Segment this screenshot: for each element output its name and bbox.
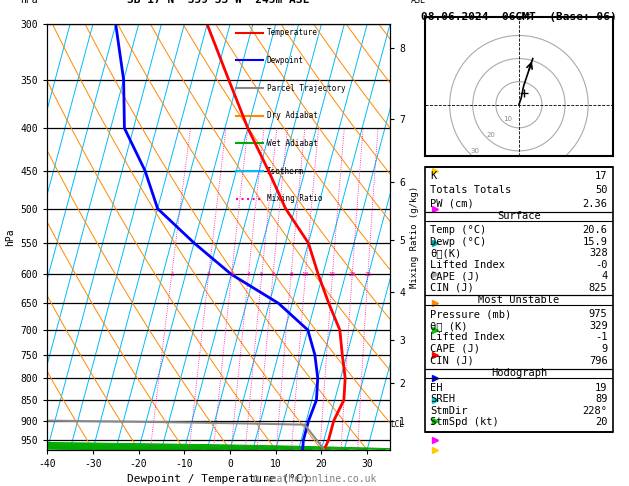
- Text: 15.9: 15.9: [582, 237, 608, 247]
- Text: Dry Adiabat: Dry Adiabat: [267, 111, 318, 120]
- Text: 975: 975: [589, 309, 608, 319]
- Text: Hodograph: Hodograph: [491, 368, 547, 379]
- Text: 4: 4: [247, 272, 250, 277]
- Text: Mixing Ratio: Mixing Ratio: [267, 194, 322, 203]
- Text: 15: 15: [329, 272, 337, 277]
- Text: CIN (J): CIN (J): [430, 356, 474, 365]
- Text: 796: 796: [589, 356, 608, 365]
- Text: -0: -0: [595, 260, 608, 270]
- Text: Totals Totals: Totals Totals: [430, 185, 511, 195]
- Text: CAPE (J): CAPE (J): [430, 344, 480, 354]
- Text: CAPE (J): CAPE (J): [430, 271, 480, 281]
- Text: 2.36: 2.36: [582, 198, 608, 208]
- Text: 20: 20: [348, 272, 356, 277]
- Bar: [425, 167, 613, 432]
- Text: Temperature: Temperature: [267, 28, 318, 37]
- Text: 3: 3: [230, 272, 233, 277]
- Y-axis label: Mixing Ratio (g/kg): Mixing Ratio (g/kg): [411, 186, 420, 288]
- Text: kt: kt: [521, 12, 532, 21]
- Text: 9: 9: [601, 344, 608, 354]
- Text: Most Unstable: Most Unstable: [478, 295, 560, 305]
- Text: 825: 825: [589, 283, 608, 293]
- Text: StmDir: StmDir: [430, 406, 468, 416]
- Text: 228°: 228°: [582, 406, 608, 416]
- Text: 25: 25: [364, 272, 372, 277]
- Text: 50: 50: [595, 185, 608, 195]
- Text: -1: -1: [595, 332, 608, 342]
- Text: PW (cm): PW (cm): [430, 198, 474, 208]
- Text: StmSpd (kt): StmSpd (kt): [430, 417, 499, 427]
- Text: Lifted Index: Lifted Index: [430, 260, 505, 270]
- Text: 19: 19: [595, 382, 608, 393]
- Text: hPa: hPa: [19, 0, 37, 5]
- Text: 6: 6: [271, 272, 275, 277]
- Text: EH: EH: [430, 382, 443, 393]
- Text: 08.06.2024  06GMT  (Base: 06): 08.06.2024 06GMT (Base: 06): [421, 12, 617, 22]
- Text: Dewp (°C): Dewp (°C): [430, 237, 486, 247]
- Text: 2: 2: [207, 272, 211, 277]
- Text: Surface: Surface: [497, 211, 541, 221]
- Text: SREH: SREH: [430, 394, 455, 404]
- Text: 5: 5: [260, 272, 264, 277]
- Text: 3B°17'N  359°33'W  245m ASL: 3B°17'N 359°33'W 245m ASL: [128, 0, 309, 5]
- Text: 20: 20: [487, 132, 496, 138]
- Text: 10: 10: [503, 116, 512, 122]
- Text: 1: 1: [170, 272, 174, 277]
- Text: 20.6: 20.6: [582, 226, 608, 235]
- Y-axis label: hPa: hPa: [5, 228, 15, 246]
- Text: Lifted Index: Lifted Index: [430, 332, 505, 342]
- Text: Parcel Trajectory: Parcel Trajectory: [267, 84, 345, 93]
- Text: 8: 8: [289, 272, 293, 277]
- Text: © weatheronline.co.uk: © weatheronline.co.uk: [253, 473, 376, 484]
- Text: 328: 328: [589, 248, 608, 259]
- Text: km
ASL: km ASL: [411, 0, 426, 5]
- Text: K: K: [430, 171, 437, 181]
- Text: Temp (°C): Temp (°C): [430, 226, 486, 235]
- Text: 30: 30: [470, 148, 479, 154]
- Text: 20: 20: [595, 417, 608, 427]
- Text: 89: 89: [595, 394, 608, 404]
- Text: θᴄ (K): θᴄ (K): [430, 321, 468, 330]
- Text: 4: 4: [601, 271, 608, 281]
- Text: CIN (J): CIN (J): [430, 283, 474, 293]
- Text: θᴄ(K): θᴄ(K): [430, 248, 462, 259]
- Text: 10: 10: [302, 272, 309, 277]
- Text: Isotherm: Isotherm: [267, 167, 304, 175]
- Text: 329: 329: [589, 321, 608, 330]
- X-axis label: Dewpoint / Temperature (°C): Dewpoint / Temperature (°C): [128, 474, 309, 484]
- Text: 17: 17: [595, 171, 608, 181]
- Text: Dewpoint: Dewpoint: [267, 56, 304, 65]
- Text: Pressure (mb): Pressure (mb): [430, 309, 511, 319]
- Text: Wet Adiabat: Wet Adiabat: [267, 139, 318, 148]
- Text: LCL: LCL: [391, 420, 404, 429]
